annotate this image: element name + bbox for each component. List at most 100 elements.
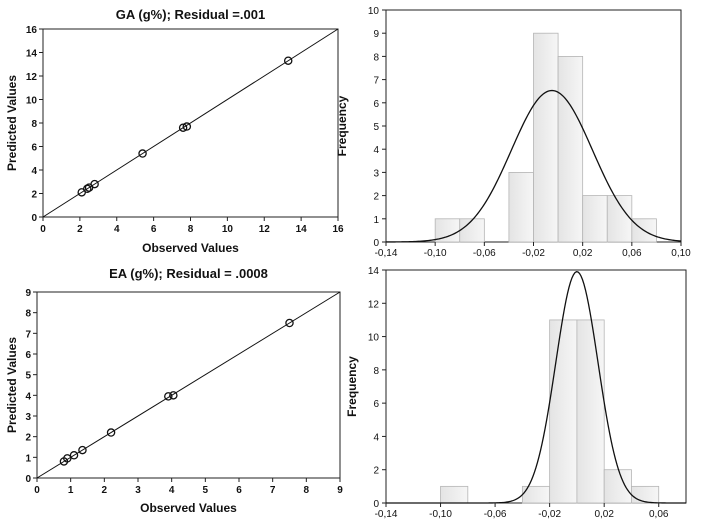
ga-hist-group: -0,14 -0,10 -0,06 -0,02 0,02 0,06 0,10 0 1 2 3 4 5 6 7… — [335, 6, 691, 259]
ea-scatter-xtick-label-1: 1 — [68, 485, 74, 496]
ea-scatter-xtick-label-9: 9 — [337, 485, 343, 496]
ga-hist-xtick-label-3: -0,02 — [522, 248, 545, 259]
ga-scatter-xtick-label-1: 2 — [77, 224, 83, 235]
ga-hist-xtick-label-0: -0,14 — [375, 248, 398, 259]
ga-scatter-group: 0 2 4 6 8 10 12 14 16 0 2 4 6 8 10 12 14 16 GA (g%); Resid… — [5, 7, 344, 255]
ea-hist-xtick-label-0: -0,14 — [375, 509, 398, 520]
ea-scatter-xtick-label-8: 8 — [304, 485, 310, 496]
ea-scatter-xlabel: Observed Values — [140, 501, 237, 515]
ea-scatter-fit-line — [36, 291, 341, 479]
ea-hist-ytick-label-3: 6 — [373, 399, 379, 410]
ga-scatter-xtick-label-2: 4 — [114, 224, 120, 235]
ea-hist-ytick-label-0: 0 — [373, 499, 379, 510]
ea-scatter-ytick-label-5: 5 — [25, 371, 31, 382]
ea-scatter-title: EA (g%); Residual = .0008 — [109, 266, 268, 281]
ga-hist-bar-1 — [459, 218, 485, 243]
ga-scatter-xtick-label-8: 16 — [332, 224, 344, 235]
ea-hist-ytick-label-1: 2 — [373, 466, 379, 477]
ea-hist-bar-5 — [576, 319, 605, 504]
ga-hist-ytick-label-10: 10 — [368, 6, 380, 17]
ea-scatter-ylabel: Predicted Values — [5, 337, 19, 433]
ga-hist-xtick-label-1: -0,10 — [424, 248, 447, 259]
ea-scatter-xtick-label-5: 5 — [203, 485, 209, 496]
ea-hist-ytick-label-6: 12 — [368, 299, 380, 310]
ga-hist-bar-6 — [582, 195, 608, 243]
ga-scatter-ytick-label-1: 2 — [31, 190, 37, 201]
ea-scatter-xtick-label-7: 7 — [270, 485, 276, 496]
ea-hist-bar-4 — [549, 319, 578, 504]
ea-hist-ylabel: Frequency — [345, 356, 359, 417]
ea-scatter-point-5 — [164, 392, 173, 401]
ea-scatter-ytick-label-9: 9 — [25, 288, 31, 299]
ga-hist-ytick-label-6: 6 — [373, 99, 379, 110]
ga-scatter-ytick-label-2: 4 — [31, 166, 37, 177]
ga-scatter-xtick-label-6: 12 — [259, 224, 271, 235]
ea-hist-xtick-label-2: -0,06 — [484, 509, 507, 520]
ea-scatter-ytick-label-6: 6 — [25, 350, 31, 361]
ea-hist-ytick-label-7: 14 — [368, 266, 380, 277]
ea-scatter-xtick-label-4: 4 — [169, 485, 175, 496]
ga-scatter-ytick-label-3: 6 — [31, 143, 37, 154]
ea-hist-xtick-label-1: -0,10 — [429, 509, 452, 520]
ga-hist-bar-5 — [557, 56, 584, 243]
ea-scatter-xtick-label-2: 2 — [102, 485, 108, 496]
ga-scatter-xtick-label-7: 14 — [296, 224, 308, 235]
ea-scatter-point-7 — [285, 318, 294, 328]
ga-hist-ytick-label-5: 5 — [373, 122, 379, 133]
ea-hist-bar-0 — [440, 485, 469, 504]
ea-scatter-ytick-label-2: 2 — [25, 433, 31, 444]
ga-hist-ytick-label-0: 0 — [373, 238, 379, 249]
ea-scatter-point-3 — [78, 445, 87, 455]
ga-scatter-xtick-label-4: 8 — [188, 224, 194, 235]
ga-hist-bar-4 — [533, 32, 559, 243]
ga-scatter-point-5 — [178, 123, 188, 132]
ea-scatter-point-1 — [63, 454, 72, 463]
ga-scatter-ylabel: Predicted Values — [5, 75, 19, 171]
ga-hist-ytick-label-3: 3 — [373, 168, 379, 179]
ga-scatter-point-7 — [283, 56, 293, 65]
ga-scatter-ytick-label-5: 10 — [26, 96, 38, 107]
ea-hist-bar-6 — [603, 469, 632, 504]
ea-hist-ytick-label-2: 4 — [373, 432, 379, 443]
ga-scatter-point-4 — [138, 149, 147, 158]
ea-hist-ytick-label-5: 10 — [368, 333, 380, 344]
ea-scatter-point-4 — [106, 428, 116, 437]
ea-scatter-point-2 — [69, 451, 79, 460]
ga-scatter-ytick-label-4: 8 — [31, 119, 37, 130]
ga-hist-ytick-label-1: 1 — [373, 215, 379, 226]
ea-scatter-point-6 — [169, 391, 178, 400]
ga-hist-xtick-label-4: 0,02 — [573, 248, 593, 259]
ga-hist-ytick-label-7: 7 — [373, 76, 379, 87]
ga-hist-xtick-label-6: 0,10 — [671, 248, 691, 259]
ga-hist-normal-curve — [386, 89, 682, 243]
ga-hist-ytick-label-8: 8 — [373, 52, 379, 63]
ea-hist-group: -0,14 -0,10 -0,06 -0,02 0,02 0,06 0 2 4 6 8 10 12 14 F… — [345, 266, 687, 520]
ga-hist-ytick-label-4: 4 — [373, 145, 379, 156]
ea-hist-xtick-label-3: -0,02 — [538, 509, 561, 520]
ga-scatter-xlabel: Observed Values — [142, 241, 239, 255]
ea-hist-xtick-label-5: 0,06 — [649, 509, 669, 520]
ea-hist-bar-7 — [631, 485, 660, 504]
ga-hist-ytick-label-9: 9 — [373, 29, 379, 40]
ga-scatter-point-6 — [182, 122, 192, 131]
ea-scatter-ytick-label-4: 4 — [25, 391, 31, 402]
ea-scatter-ytick-label-7: 7 — [25, 329, 31, 340]
ga-scatter-ytick-label-7: 14 — [26, 49, 38, 60]
ga-scatter-xtick-label-3: 6 — [151, 224, 157, 235]
ga-scatter-ytick-label-6: 12 — [26, 72, 38, 83]
ea-scatter-ytick-label-0: 0 — [25, 474, 31, 485]
ga-scatter-xtick-label-0: 0 — [40, 224, 46, 235]
ga-hist-ylabel: Frequency — [335, 95, 349, 156]
ea-scatter-xtick-label-0: 0 — [34, 485, 40, 496]
ea-hist-ytick-label-4: 8 — [373, 366, 379, 377]
ga-scatter-xtick-label-5: 10 — [222, 224, 234, 235]
ea-hist-frame — [385, 269, 687, 504]
ga-hist-ytick-label-2: 2 — [373, 192, 379, 203]
ga-scatter-ytick-label-8: 16 — [26, 25, 38, 36]
ga-scatter-ytick-label-0: 0 — [31, 213, 37, 224]
ea-scatter-ytick-label-3: 3 — [25, 412, 31, 423]
ea-scatter-xtick-label-6: 6 — [236, 485, 242, 496]
ea-scatter-ytick-label-8: 8 — [25, 309, 31, 320]
ga-hist-xtick-label-2: -0,06 — [473, 248, 496, 259]
